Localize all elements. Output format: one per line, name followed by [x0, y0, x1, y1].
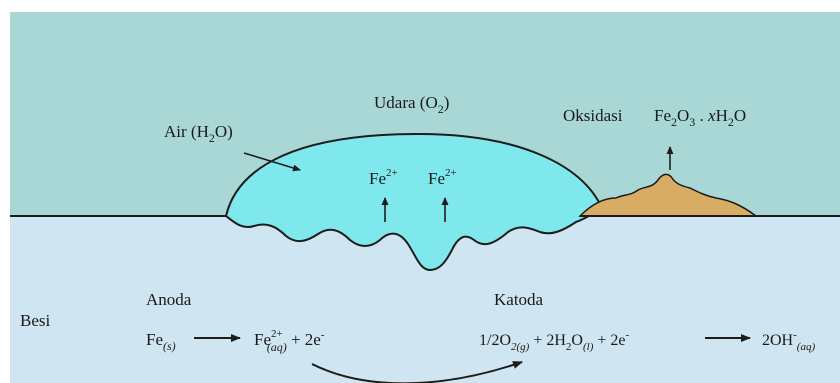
electron-flow-arrow — [311, 361, 523, 383]
fe-ion-label-2: Fe2+ — [428, 167, 457, 188]
water-label: Air (H2O) — [164, 122, 233, 145]
rust-deposit — [578, 173, 759, 217]
cathode-reactants: 1/2O2(g) + 2H2O(l) + 2e- — [479, 329, 629, 353]
fe-ion-label-1: Fe2+ — [369, 167, 398, 188]
rust-formula: Fe2O3 . xH2O — [654, 106, 746, 129]
anode-products: Fe2+ (aq) + 2e- — [254, 328, 325, 354]
water-droplet — [224, 132, 604, 272]
iron-label: Besi — [20, 311, 51, 330]
anode-label: Anoda — [146, 290, 192, 309]
water-pointer-arrow — [243, 152, 301, 172]
anode-reactant: Fe(s) — [146, 330, 176, 353]
cathode-product: 2OH-(aq) — [762, 329, 815, 353]
cathode-label: Katoda — [494, 290, 544, 309]
oxidation-label: Oksidasi — [563, 106, 623, 125]
air-label: Udara (O2) — [374, 93, 449, 116]
